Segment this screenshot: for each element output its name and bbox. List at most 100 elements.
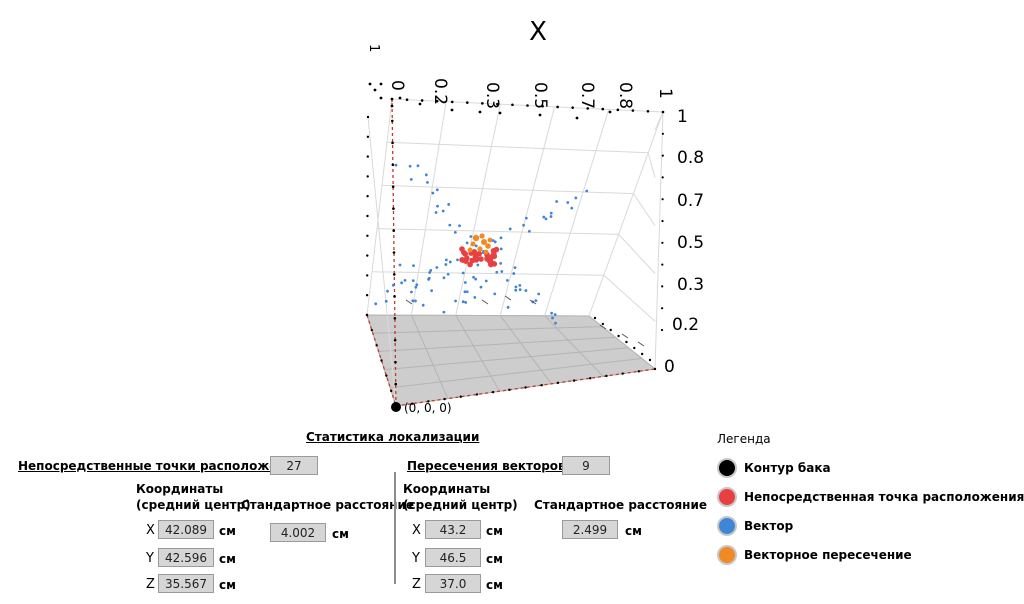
vector-z-unit: см xyxy=(486,578,503,592)
tank-contour-point xyxy=(373,88,377,92)
vector-point xyxy=(474,277,478,281)
axis-ticks: 0 0.2 0.3 0.5 0.7 0.8 110.80.70.50.30.201 xyxy=(366,44,704,377)
vector-point xyxy=(493,292,497,296)
direct-std-unit: см xyxy=(332,527,349,541)
direct-coords-label: Координаты (средний центр) xyxy=(136,482,251,512)
vector-point xyxy=(430,289,434,293)
vector-point xyxy=(444,258,448,262)
grid-line xyxy=(603,274,656,322)
localization-3d-plot[interactable]: 0 0.2 0.3 0.5 0.7 0.8 110.80.70.50.30.201 X (0… xyxy=(0,0,1024,420)
direct-x-unit: см xyxy=(219,524,236,538)
vector-point xyxy=(553,313,557,316)
tank-contour-point xyxy=(385,374,388,377)
direct-std-label: Стандартное расстояние xyxy=(241,498,414,512)
vector-point xyxy=(426,180,429,184)
vector-point xyxy=(570,206,574,210)
tank-contour-point xyxy=(640,352,644,356)
vector-point xyxy=(394,163,398,167)
legend-item-label: Вектор xyxy=(744,519,794,533)
vector-point xyxy=(512,272,516,275)
x-tick-label: 0.2 xyxy=(430,78,450,105)
vector-point xyxy=(415,283,419,287)
vector-point xyxy=(435,188,439,192)
grid-line xyxy=(499,106,556,316)
tank-contour-point xyxy=(366,155,369,158)
x-tick-label: 0.7 xyxy=(577,82,597,109)
tank-contour-point xyxy=(661,132,665,135)
direct-point xyxy=(478,256,484,262)
tank-contour-point xyxy=(392,251,396,254)
direct-y-label: Y xyxy=(146,551,154,566)
tank-contour-point xyxy=(633,346,636,350)
tank-contour-point xyxy=(450,100,454,104)
vector-x-unit: см xyxy=(486,524,503,538)
floor-grid-line xyxy=(499,315,552,385)
tank-contour-point xyxy=(593,316,597,320)
vector-point xyxy=(499,236,503,240)
vector-point xyxy=(524,216,528,220)
vector-point xyxy=(463,281,467,284)
vector-point xyxy=(549,215,553,218)
tank-contour-point xyxy=(661,285,664,288)
floor-grid-line xyxy=(390,357,642,389)
tank-contour-point xyxy=(391,141,394,145)
intersection-point xyxy=(470,241,476,247)
tank-contour-point xyxy=(586,107,590,110)
tank-contour-point xyxy=(393,316,397,320)
tank-contour-point xyxy=(616,108,620,112)
tank-contour-point xyxy=(465,101,469,104)
x-tick-label: 0.8 xyxy=(615,82,635,109)
vector-point xyxy=(500,270,504,273)
tank-contour-point xyxy=(365,294,369,297)
vector-point xyxy=(414,299,417,303)
direct-point xyxy=(476,250,483,257)
vector-point xyxy=(537,292,541,296)
z-tick-label: 0.8 xyxy=(677,148,704,168)
vector-point xyxy=(513,266,517,270)
section-divider xyxy=(394,472,396,584)
intersection-point xyxy=(485,243,491,249)
origin-marker xyxy=(391,402,401,412)
intersection-point xyxy=(479,233,485,239)
tank-contour-point xyxy=(572,379,576,382)
tank-contour-point xyxy=(420,99,424,102)
vector-point xyxy=(522,223,525,227)
tank-contour-point xyxy=(661,241,664,244)
tank-contour-point xyxy=(575,116,579,120)
floor-tick-mark xyxy=(405,299,413,305)
vector-point xyxy=(479,285,483,289)
tank-contour-point xyxy=(508,388,511,392)
vector-point xyxy=(463,290,467,294)
tank-contour-point xyxy=(389,389,393,393)
tank-contour-point xyxy=(661,176,664,179)
tank-contour-point xyxy=(601,322,605,326)
vector-std-label: Стандартное расстояние xyxy=(534,498,707,512)
vector-point xyxy=(495,270,499,274)
vector-point xyxy=(474,244,478,248)
z-tick-label: 0.7 xyxy=(677,191,704,211)
direct-point xyxy=(488,259,494,266)
vector-point xyxy=(549,211,553,215)
tank-contour-point xyxy=(380,359,383,362)
grid-line xyxy=(386,141,649,154)
direct-z-unit: см xyxy=(219,578,236,592)
intersection-point xyxy=(481,239,487,245)
tank-contour-point xyxy=(366,214,369,218)
direct-std-value: 4.002 xyxy=(270,523,326,542)
intersection-point xyxy=(472,234,480,242)
tank-contour-point xyxy=(648,358,652,362)
vector-point xyxy=(469,235,473,238)
direct-points-header: Непосредственные точки расположения xyxy=(18,459,302,473)
z-tick-label: 1 xyxy=(677,107,688,127)
vector-point xyxy=(465,290,469,294)
floor-plane xyxy=(366,314,657,407)
direct-points-count: 27 xyxy=(270,456,318,475)
tank-contour-point xyxy=(418,102,422,106)
vector-point xyxy=(550,311,554,315)
grid-line xyxy=(654,111,664,131)
z-tick-label: 0.3 xyxy=(677,275,704,295)
floor-tick-mark xyxy=(621,333,629,339)
vector-y-value: 46.5 xyxy=(425,548,481,567)
tank-contour-point xyxy=(405,98,409,102)
grid-line xyxy=(381,184,634,195)
